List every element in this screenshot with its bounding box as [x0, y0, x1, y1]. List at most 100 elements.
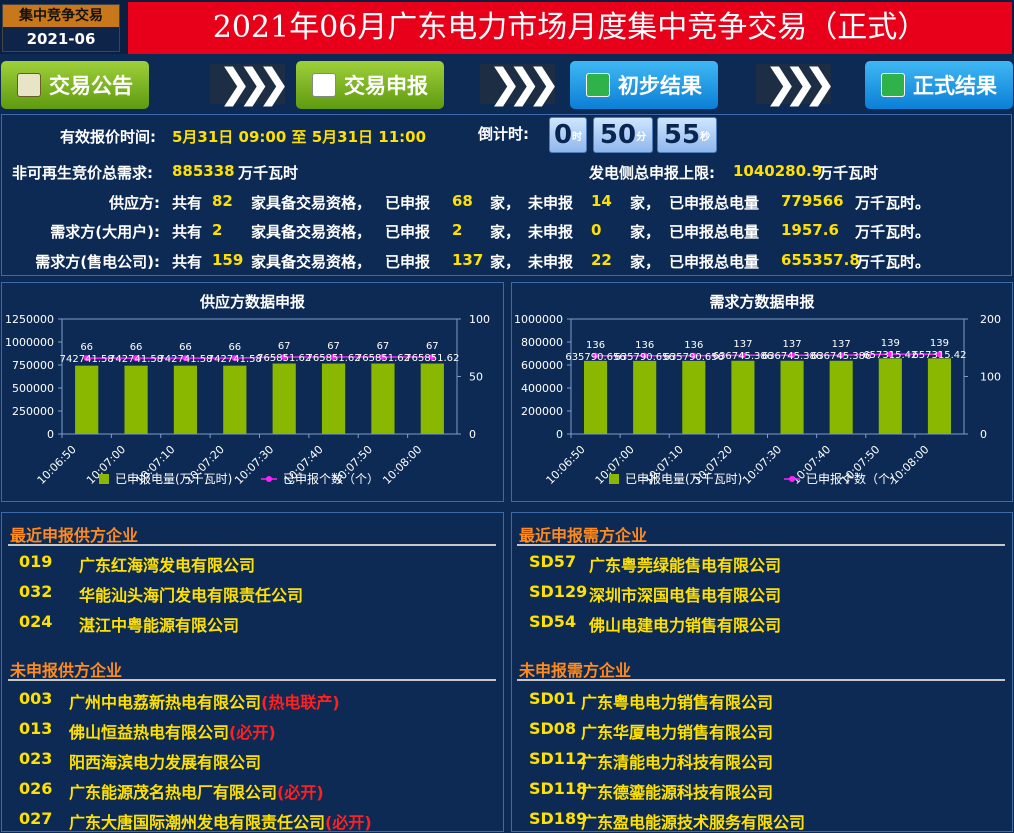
demand-company-name[interactable]: 广东德鎏能源科技有限公司	[581, 783, 774, 802]
legend-bar-swatch	[609, 474, 619, 484]
bar-data-label: 635790.656	[664, 352, 724, 363]
supply-company-code: 027	[19, 809, 53, 828]
status-note: (必开)	[229, 723, 276, 742]
word-unit: 家，	[490, 223, 521, 241]
count-point	[592, 352, 599, 359]
count-data-label: 136	[684, 340, 703, 351]
word-unit: 家，	[630, 194, 661, 212]
step-arrow-1-icon: ❯❯❯	[210, 64, 290, 104]
legend-line-marker	[266, 476, 272, 482]
recent-demand-title: 最近申报需方企业	[519, 526, 648, 545]
countdown-label: 倒计时:	[478, 125, 529, 143]
prelim-result-button[interactable]: 初步结果	[570, 61, 718, 109]
word-total: 共有	[172, 253, 203, 271]
count-line	[86, 356, 433, 359]
demand-company-name[interactable]: 广东华厦电力销售有限公司	[581, 723, 774, 742]
declare-button[interactable]: 交易申报	[296, 61, 444, 109]
count-point	[789, 352, 796, 359]
count-point	[936, 351, 943, 358]
supply-company-name[interactable]: 佛山恒益热电有限公司(必开)	[69, 723, 276, 742]
y-tick-label: 750000	[12, 359, 54, 372]
supply-company-name[interactable]: 广东大唐国际潮州发电有限责任公司(必开)	[69, 813, 372, 832]
supply-company-code: 032	[19, 582, 53, 601]
bar-data-label: 765851.62	[307, 353, 361, 364]
qualified-count: 2	[212, 221, 223, 239]
bar-data-label: 742741.58	[60, 354, 114, 365]
count-data-label: 139	[930, 338, 949, 349]
word-undeclared: 未申报	[528, 223, 574, 241]
bar-data-label: 742741.58	[208, 354, 262, 365]
demand-company-name[interactable]: 广东盈电能源技术服务有限公司	[581, 813, 806, 832]
count-data-label: 67	[377, 341, 390, 352]
bar	[420, 363, 444, 434]
x-tick-label: 10:07:30	[740, 443, 784, 487]
demand-company-code: SD112	[529, 749, 588, 768]
divider	[517, 679, 1005, 681]
demand-list-panel	[511, 512, 1013, 832]
demand-company-name[interactable]: 广东清能电力科技有限公司	[581, 753, 774, 772]
count-data-label: 66	[228, 342, 241, 353]
demand-unit: 万千瓦时	[238, 164, 299, 182]
step-arrow-2-icon: ❯❯❯	[480, 64, 560, 104]
y-tick-label: 0	[47, 428, 54, 441]
supply-company-name[interactable]: 广东能源茂名热电厂有限公司(必开)	[69, 783, 324, 802]
demand-company-name[interactable]: 广东粤莞绿能售电有限公司	[589, 556, 782, 575]
word-total: 共有	[172, 194, 203, 212]
demand-company-name[interactable]: 佛山电建电力销售有限公司	[589, 616, 782, 635]
count-point	[838, 352, 845, 359]
step-arrow-3-icon: ❯❯❯	[756, 64, 836, 104]
legend-line-label: 已申报个数（个）	[283, 471, 379, 486]
supply-company-name[interactable]: 阳西海滨电力发展有限公司	[69, 753, 262, 772]
bar-data-label: 657315.42	[912, 350, 966, 361]
countdown-seconds: 55 秒	[657, 117, 717, 153]
demand-company-name[interactable]: 深圳市深国电售电有限公司	[589, 586, 782, 605]
time-label: 有效报价时间:	[60, 128, 156, 146]
count-data-label: 66	[130, 342, 143, 353]
supply-company-code: 026	[19, 779, 53, 798]
supply-chart-panel: 供应方数据申报 1250000 1000000 750000 500000 250000…	[1, 282, 504, 502]
count-point	[739, 352, 746, 359]
row-label: 供应方:	[109, 194, 160, 212]
bar-data-label: 742741.58	[158, 354, 212, 365]
supply-company-code: 013	[19, 719, 53, 738]
x-tick-label: 10:08:00	[380, 443, 424, 487]
status-note: (必开)	[277, 783, 324, 802]
bar-data-label: 765851.62	[257, 353, 311, 364]
bar	[371, 363, 395, 434]
demand-value: 885338	[172, 162, 235, 180]
word-unit-end: 万千瓦时。	[855, 194, 931, 212]
demand-chart-panel: 需求方数据申报 1000000 800000 600000 400000 200000 0…	[511, 282, 1013, 502]
demand-company-name[interactable]: 广东粤电电力销售有限公司	[581, 693, 774, 712]
legend-line-label: 已申报个数（个）	[806, 471, 902, 486]
supply-company-code: 003	[19, 689, 53, 708]
bar	[682, 360, 706, 434]
supply-company-name[interactable]: 广州中电荔新热电有限公司(热电联产)	[69, 693, 340, 712]
word-qualified: 家具备交易资格，	[251, 253, 372, 271]
count-data-label: 136	[635, 340, 654, 351]
supply-company-name[interactable]: 广东红海湾发电有限公司	[79, 556, 256, 575]
y2-tick-label: 0	[469, 428, 476, 441]
y-tick-label: 250000	[12, 405, 54, 418]
count-point	[690, 352, 697, 359]
word-declared: 已申报	[385, 253, 431, 271]
share-icon	[586, 73, 610, 97]
recent-supply-title: 最近申报供方企业	[10, 526, 139, 545]
bar	[633, 360, 657, 434]
badge-period: 2021-06	[3, 27, 119, 51]
count-point	[330, 353, 337, 360]
plot-area	[570, 318, 965, 435]
supply-chart-title: 供应方数据申报	[199, 293, 305, 311]
announce-button[interactable]: 交易公告	[1, 61, 149, 109]
supply-company-name[interactable]: 湛江中粤能源有限公司	[79, 616, 240, 635]
bar	[124, 365, 148, 434]
count-point	[379, 353, 386, 360]
word-declared: 已申报	[385, 223, 431, 241]
final-result-button[interactable]: 正式结果	[865, 61, 1013, 109]
legend-bar-label: 已申报电量(万千瓦时)	[625, 471, 742, 486]
final-label: 正式结果	[913, 74, 997, 98]
time-value: 5月31日 09:00 至 5月31日 11:00	[172, 128, 427, 146]
supply-company-name[interactable]: 华能汕头海门发电有限责任公司	[79, 586, 304, 605]
count-data-label: 67	[426, 341, 439, 352]
declared-amount: 655357.8	[781, 251, 860, 269]
